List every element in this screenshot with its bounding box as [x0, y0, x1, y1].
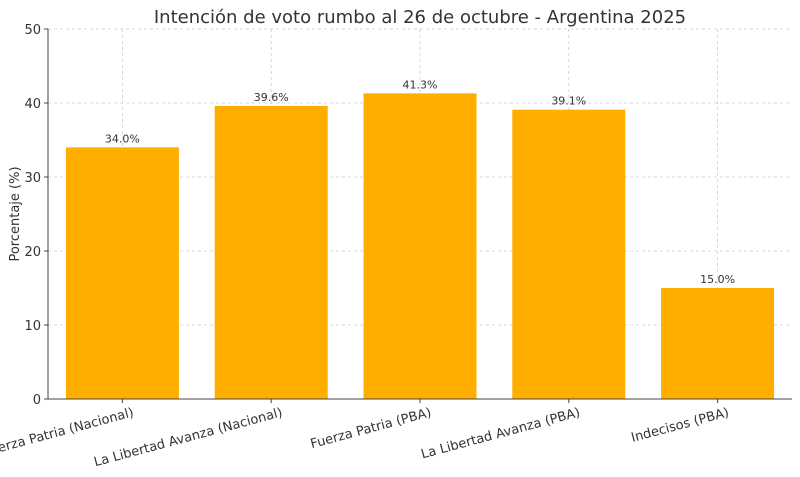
- data-label: 41.3%: [403, 78, 438, 91]
- bars: 34.0% 39.6% 41.3% 39.1% 15.0%: [65, 78, 775, 400]
- y-tick-label: 30: [24, 171, 41, 186]
- bar: [661, 288, 775, 399]
- bar: [363, 93, 477, 399]
- y-tick-label: 40: [24, 97, 41, 112]
- bar: [512, 109, 626, 399]
- data-label: 39.6%: [254, 91, 289, 104]
- y-tick-label: 10: [24, 319, 41, 334]
- y-tick-label: 20: [24, 245, 41, 260]
- y-tick-label: 0: [33, 393, 41, 408]
- data-label: 34.0%: [105, 132, 140, 145]
- data-label: 39.1%: [551, 95, 586, 108]
- bar: [214, 105, 328, 400]
- x-tick-label: La Libertad Avanza (PBA): [420, 405, 582, 462]
- y-axis-label: Porcentaje (%): [8, 166, 23, 261]
- data-label: 15.0%: [700, 273, 735, 286]
- chart-title: Intención de voto rumbo al 26 de octubre…: [154, 7, 686, 28]
- y-tick-label: 50: [24, 23, 41, 38]
- x-tick-label: Indecisos (PBA): [630, 405, 731, 446]
- bar: [65, 147, 179, 399]
- x-tick-label: Fuerza Patria (PBA): [309, 405, 433, 452]
